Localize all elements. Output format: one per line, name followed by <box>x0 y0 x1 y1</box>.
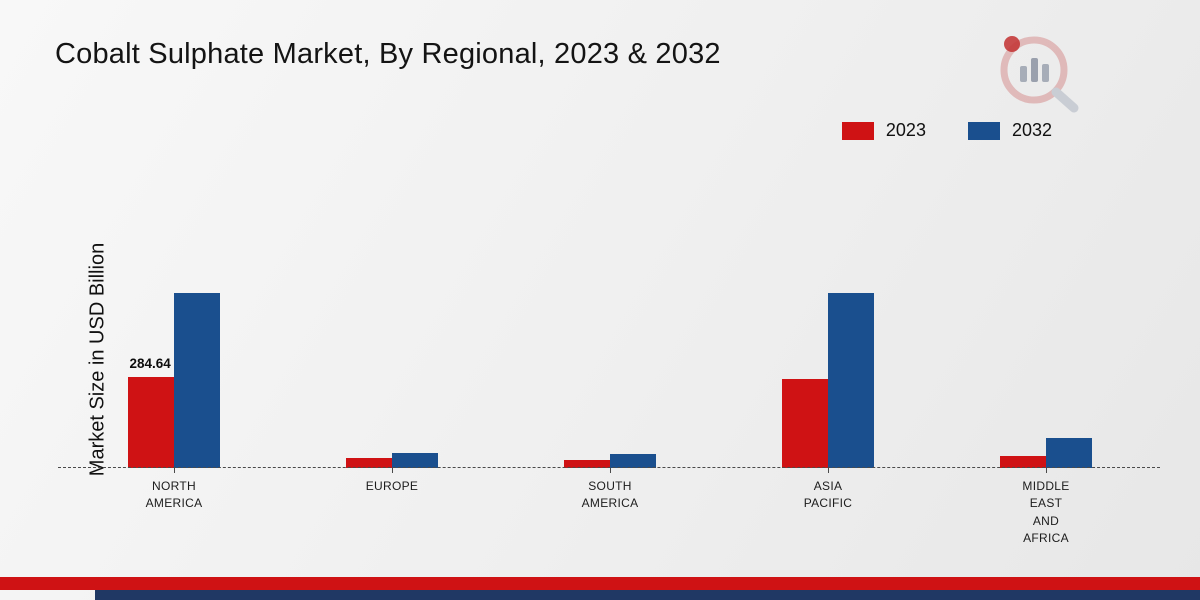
bar-south-america-2023 <box>564 460 610 468</box>
market-research-logo <box>1000 36 1079 113</box>
category-label-middle-east-and-africa: MIDDLE EAST AND AFRICA <box>1022 479 1070 546</box>
category-label-europe: EUROPE <box>365 479 419 493</box>
logo-bar-icon <box>1020 66 1027 82</box>
bar-asia-pacific-2023 <box>782 379 828 468</box>
x-axis-tick <box>828 468 829 473</box>
bar-europe-2023 <box>346 458 392 468</box>
legend-swatch-2032 <box>967 121 1000 140</box>
bar-value-label: 284.64 <box>129 356 171 371</box>
legend-label-2032: 2032 <box>1011 120 1052 140</box>
bar-south-america-2032 <box>610 454 656 468</box>
category-label-north-america: NORTH AMERICA <box>145 479 203 511</box>
logo-dot-icon <box>1004 36 1020 52</box>
chart-title: Cobalt Sulphate Market, By Regional, 202… <box>55 38 721 70</box>
x-axis-tick <box>392 468 393 473</box>
logo-magnifier-handle-icon <box>1051 87 1079 113</box>
x-axis-tick <box>1046 468 1047 473</box>
footer-red-strip <box>0 577 1200 590</box>
legend-swatch-2023 <box>841 121 874 140</box>
legend-item-2023: 2023 <box>841 120 926 141</box>
legend-item-2032: 2032 <box>967 120 1052 141</box>
footer-navy-strip <box>95 590 1200 600</box>
bar-group-asia-pacific: ASIA PACIFIC <box>782 288 874 510</box>
bar-group-europe: EUROPE <box>346 288 438 493</box>
category-label-south-america: SOUTH AMERICA <box>581 479 639 511</box>
bar-middle-east-and-africa-2032 <box>1046 438 1092 468</box>
x-axis-tick <box>610 468 611 473</box>
legend-label-2023: 2023 <box>885 120 926 140</box>
bar-group-middle-east-and-africa: MIDDLE EAST AND AFRICA <box>1000 288 1092 545</box>
plot-area: 284.64 NORTH AMERICA EUROPE SOUTH AMERICA AS… <box>65 288 1155 545</box>
bar-europe-2032 <box>392 453 438 468</box>
x-axis-line <box>58 467 1160 468</box>
chart-legend: 2023 2032 <box>841 120 1052 141</box>
bar-north-america-2032 <box>174 293 220 468</box>
category-label-asia-pacific: ASIA PACIFIC <box>803 479 853 511</box>
bar-north-america-2023: 284.64 <box>128 356 174 468</box>
bar-group-south-america: SOUTH AMERICA <box>564 288 656 510</box>
logo-bar-icon <box>1042 64 1049 82</box>
bar-middle-east-and-africa-2023 <box>1000 456 1046 468</box>
bar-asia-pacific-2032 <box>828 293 874 468</box>
bar-group-north-america: 284.64 NORTH AMERICA <box>128 288 220 510</box>
logo-bar-icon <box>1031 58 1038 82</box>
logo-magnifier-circle-icon <box>1000 36 1068 104</box>
x-axis-tick <box>174 468 175 473</box>
